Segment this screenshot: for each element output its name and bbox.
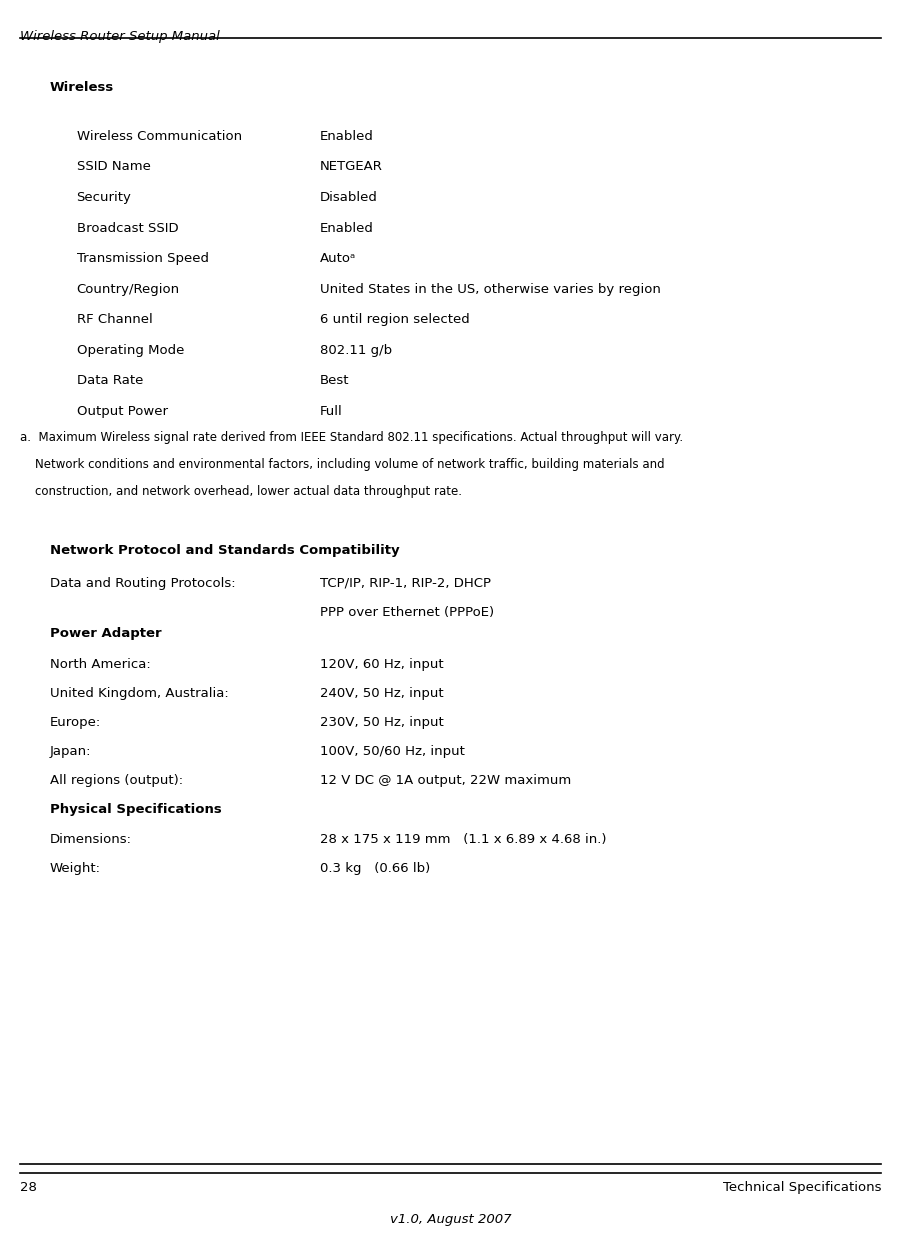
Text: Power Adapter: Power Adapter	[50, 627, 161, 640]
Text: PPP over Ethernet (PPPoE): PPP over Ethernet (PPPoE)	[320, 606, 494, 619]
Text: Enabled: Enabled	[320, 130, 374, 143]
Text: construction, and network overhead, lower actual data throughput rate.: construction, and network overhead, lowe…	[20, 485, 462, 498]
Text: Data Rate: Data Rate	[77, 374, 143, 388]
Text: TCP/IP, RIP-1, RIP-2, DHCP: TCP/IP, RIP-1, RIP-2, DHCP	[320, 576, 491, 590]
Text: Best: Best	[320, 374, 350, 388]
Text: Japan:: Japan:	[50, 744, 91, 758]
Text: 100V, 50/60 Hz, input: 100V, 50/60 Hz, input	[320, 744, 465, 758]
Text: Broadcast SSID: Broadcast SSID	[77, 222, 178, 234]
Text: North America:: North America:	[50, 657, 150, 671]
Text: 6 until region selected: 6 until region selected	[320, 313, 469, 327]
Text: Physical Specifications: Physical Specifications	[50, 803, 222, 816]
Text: Europe:: Europe:	[50, 716, 101, 728]
Text: Dimensions:: Dimensions:	[50, 833, 132, 847]
Text: 12 V DC @ 1A output, 22W maximum: 12 V DC @ 1A output, 22W maximum	[320, 773, 571, 787]
Text: 802.11 g/b: 802.11 g/b	[320, 344, 392, 357]
Text: Country/Region: Country/Region	[77, 283, 179, 296]
Text: All regions (output):: All regions (output):	[50, 773, 183, 787]
Text: Network conditions and environmental factors, including volume of network traffi: Network conditions and environmental fac…	[20, 458, 664, 471]
Text: Wireless Router Setup Manual: Wireless Router Setup Manual	[20, 30, 220, 42]
Text: Enabled: Enabled	[320, 222, 374, 234]
Text: Output Power: Output Power	[77, 405, 168, 418]
Text: Security: Security	[77, 191, 132, 205]
Text: a.  Maximum Wireless signal rate derived from IEEE Standard 802.11 specification: a. Maximum Wireless signal rate derived …	[20, 431, 683, 444]
Text: 0.3 kg   (0.66 lb): 0.3 kg (0.66 lb)	[320, 862, 430, 875]
Text: Technical Specifications: Technical Specifications	[723, 1181, 881, 1193]
Text: Transmission Speed: Transmission Speed	[77, 252, 209, 266]
Text: 240V, 50 Hz, input: 240V, 50 Hz, input	[320, 687, 443, 700]
Text: 120V, 60 Hz, input: 120V, 60 Hz, input	[320, 657, 443, 671]
Text: United Kingdom, Australia:: United Kingdom, Australia:	[50, 687, 228, 700]
Text: v1.0, August 2007: v1.0, August 2007	[390, 1213, 511, 1226]
Text: Wireless Communication: Wireless Communication	[77, 130, 241, 143]
Text: Autoᵃ: Autoᵃ	[320, 252, 356, 266]
Text: 28: 28	[20, 1181, 37, 1193]
Text: Full: Full	[320, 405, 342, 418]
Text: RF Channel: RF Channel	[77, 313, 152, 327]
Text: 28 x 175 x 119 mm   (1.1 x 6.89 x 4.68 in.): 28 x 175 x 119 mm (1.1 x 6.89 x 4.68 in.…	[320, 833, 606, 847]
Text: SSID Name: SSID Name	[77, 161, 150, 173]
Text: Operating Mode: Operating Mode	[77, 344, 184, 357]
Text: 230V, 50 Hz, input: 230V, 50 Hz, input	[320, 716, 443, 728]
Text: United States in the US, otherwise varies by region: United States in the US, otherwise varie…	[320, 283, 660, 296]
Text: Wireless: Wireless	[50, 81, 114, 94]
Text: Network Protocol and Standards Compatibility: Network Protocol and Standards Compatibi…	[50, 545, 399, 557]
Text: Data and Routing Protocols:: Data and Routing Protocols:	[50, 576, 235, 590]
Text: Weight:: Weight:	[50, 862, 101, 875]
Text: NETGEAR: NETGEAR	[320, 161, 383, 173]
Text: Disabled: Disabled	[320, 191, 378, 205]
